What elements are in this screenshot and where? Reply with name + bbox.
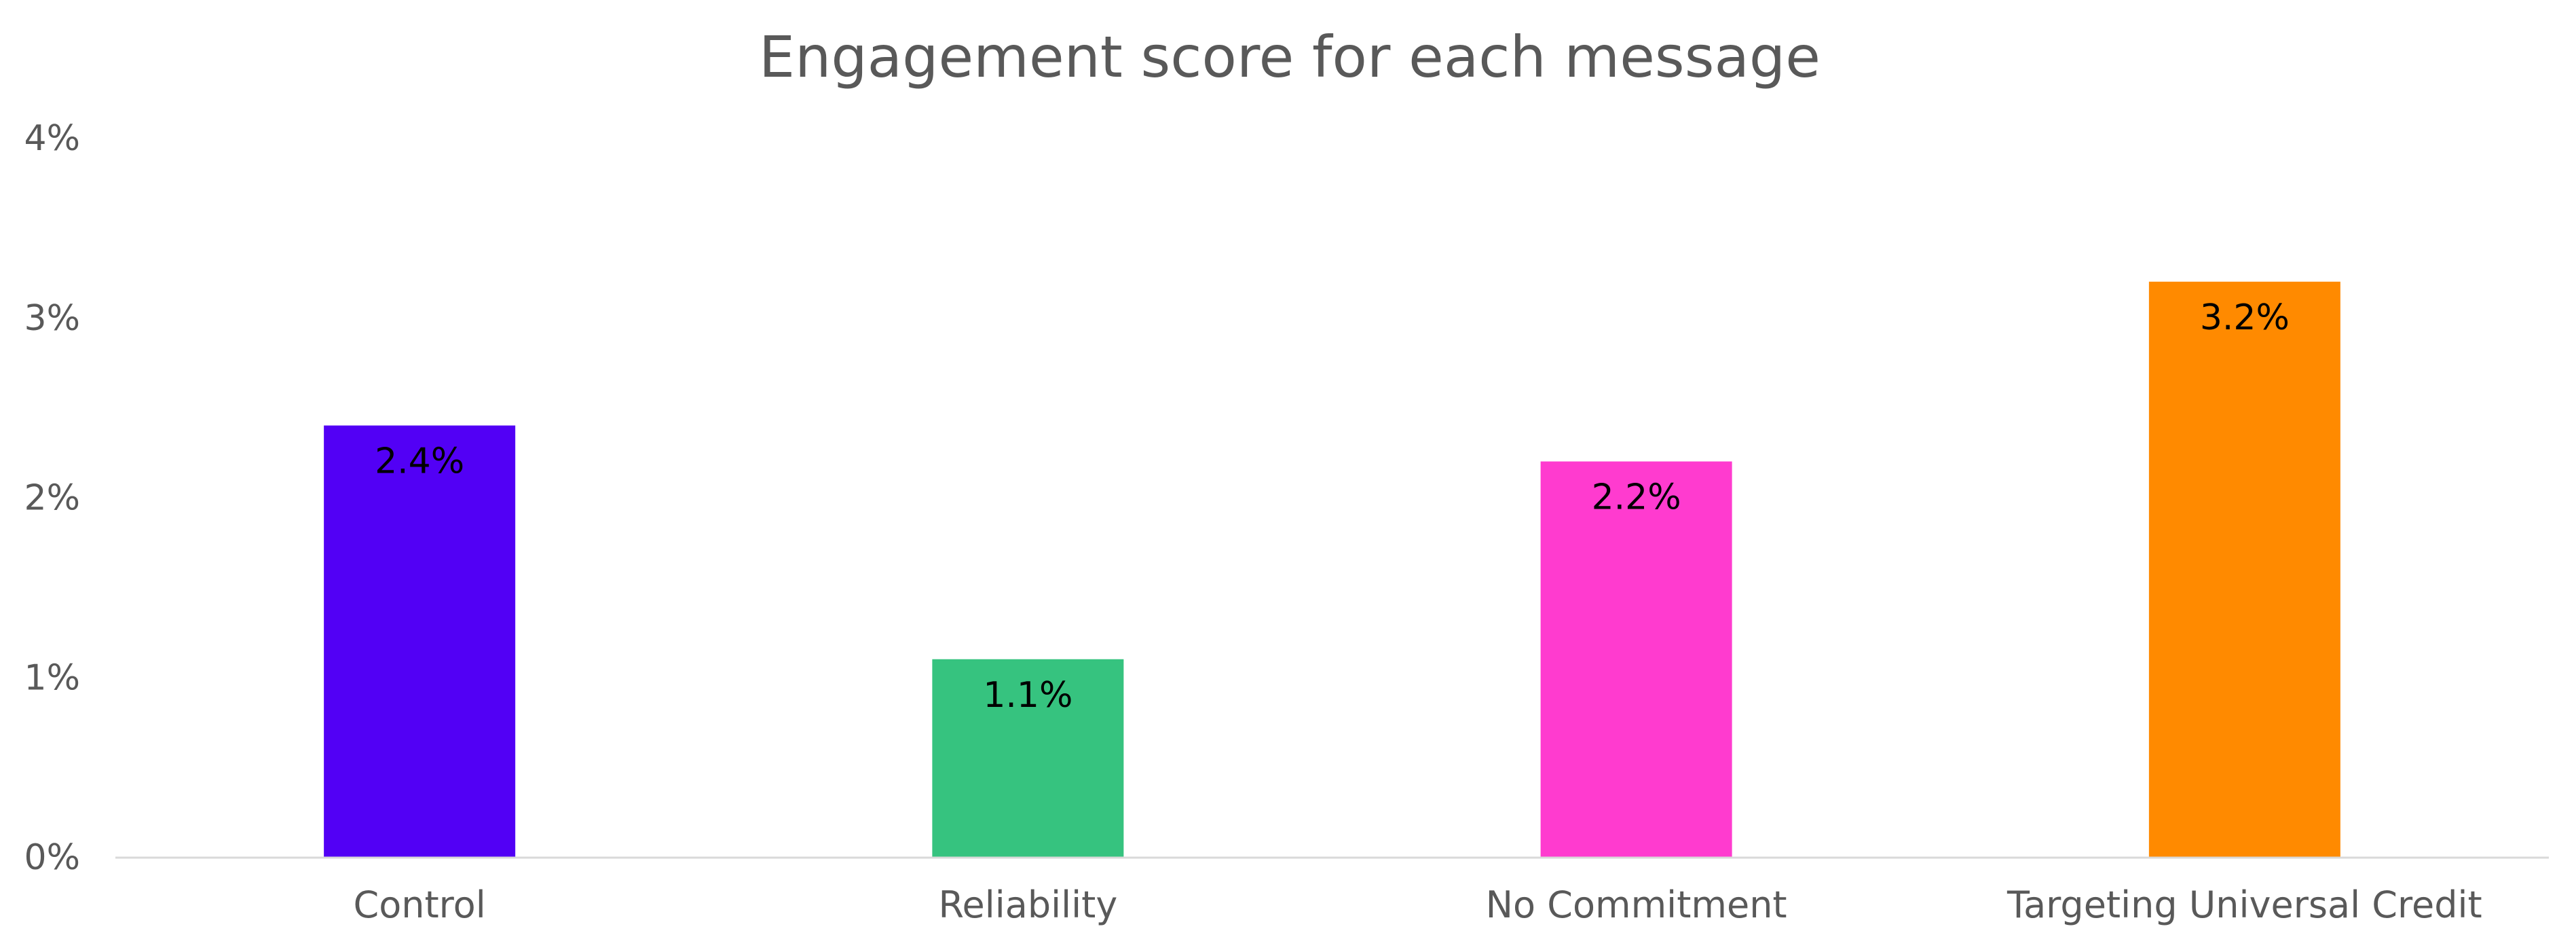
x-category-label: Control (354, 883, 486, 926)
bar (932, 659, 1124, 857)
x-axis-category-labels: Control Reliability No Commitment Targeting… (354, 883, 2482, 926)
bars-group (324, 281, 2340, 857)
y-axis-tick-labels: 0% 1% 2% 3% 4% (24, 118, 81, 878)
y-tick-label: 0% (24, 837, 81, 878)
x-category-label: Reliability (938, 883, 1117, 926)
x-category-label: Targeting Universal Credit (2006, 883, 2482, 926)
bar (324, 425, 516, 857)
bar-data-label: 1.1% (983, 675, 1072, 716)
bar (1540, 461, 1732, 857)
bar-data-label: 2.4% (375, 441, 464, 482)
y-tick-label: 1% (24, 657, 81, 698)
y-tick-label: 2% (24, 478, 81, 519)
y-tick-label: 4% (24, 118, 81, 159)
chart-title: Engagement score for each message (759, 24, 1821, 90)
bar (2148, 281, 2340, 857)
data-labels-group: 2.4% 1.1% 2.2% 3.2% (375, 297, 2290, 716)
y-tick-label: 3% (24, 298, 81, 339)
bar-data-label: 2.2% (1592, 477, 1681, 518)
x-category-label: No Commitment (1486, 883, 1787, 926)
bar-data-label: 3.2% (2200, 297, 2290, 338)
